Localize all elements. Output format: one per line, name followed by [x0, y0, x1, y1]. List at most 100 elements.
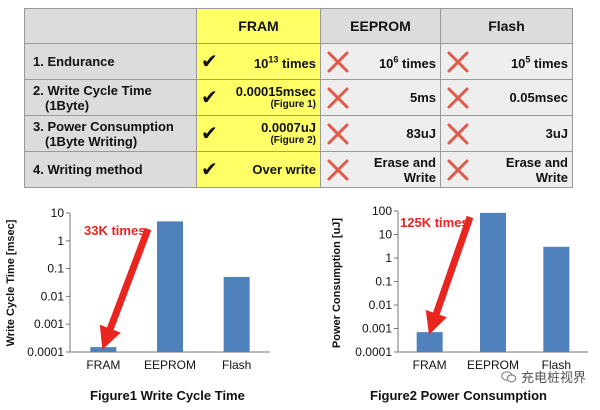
flash-value: Erase and Write: [506, 155, 568, 185]
flash-cell-content: 0.05msec: [445, 80, 568, 115]
eeprom-value: 83uJ: [406, 126, 436, 141]
bar-fram: [416, 332, 443, 352]
flash-cell-content: Erase and Write: [445, 152, 568, 187]
table-row: 2. Write Cycle Time (1Byte) ✔ 0.00015msec (F…: [24, 79, 573, 116]
y-tick-label: 0.01: [369, 298, 393, 312]
fram-cell: ✔ Over write: [196, 151, 321, 188]
x-tick-label: Flash: [222, 358, 251, 372]
comparison-table: FRAM EEPROM Flash 1. Endurance ✔ 1013 time…: [24, 8, 573, 188]
eeprom-value-text: Erase and: [373, 154, 436, 170]
table-row: 3. Power Consumption (1Byte Writing) ✔ 0.00…: [24, 115, 573, 152]
flash-value-text: 3uJ: [545, 126, 568, 141]
cross-icon: [327, 159, 349, 180]
flash-value-text: 10: [510, 55, 526, 71]
eeprom-value-text: 10: [378, 55, 394, 71]
flash-cell-content: 105 times: [445, 44, 568, 79]
flash-value: 3uJ: [546, 126, 568, 141]
y-tick-label: 0.0001: [27, 345, 64, 359]
watermark-text: 充电桩视界: [520, 370, 586, 385]
eeprom-value-main: 83uJ: [406, 126, 436, 141]
flash-value-exponent: 5: [525, 54, 531, 65]
x-tick-label: EEPROM: [144, 358, 196, 372]
chart-title: Figure1 Write Cycle Time: [90, 388, 245, 403]
y-tick-label: 0.1: [375, 275, 392, 289]
check-icon: ✔: [201, 86, 218, 109]
fram-cell: ✔ 0.00015msec (Figure 1): [196, 79, 321, 116]
fram-value-text: Over write: [252, 162, 316, 177]
bar-eeprom: [480, 212, 506, 352]
fram-value-text: 10: [253, 55, 269, 71]
fram-figure-ref: (Figure 2): [270, 135, 316, 146]
x-tick-label: EEPROM: [467, 358, 519, 372]
x-tick-label: FRAM: [86, 358, 120, 372]
flash-cell: Erase and Write: [440, 151, 573, 188]
cross-icon: [327, 123, 349, 144]
y-tick-label: 1: [57, 234, 64, 248]
header-flash: Flash: [440, 8, 573, 44]
cross-icon: [447, 51, 469, 72]
flash-value-text: 0.05msec: [509, 90, 568, 105]
x-tick-label: FRAM: [413, 358, 447, 372]
table-row: 4. Writing method ✔ Over write Erase and Wri…: [24, 151, 573, 188]
header-eeprom: EEPROM: [320, 8, 441, 44]
fram-cell-content: ✔ Over write: [201, 152, 316, 187]
y-axis-label: Power Consumption [uJ]: [331, 218, 343, 349]
fram-figure-ref: (Figure 1): [270, 99, 316, 110]
row-label: 4. Writing method: [24, 151, 197, 188]
check-icon: ✔: [201, 122, 218, 145]
y-tick-label: 0.0001: [355, 345, 392, 359]
fram-value-main: Over write: [252, 162, 316, 177]
y-tick-label: 1: [385, 251, 392, 265]
flash-value-main: Erase and: [506, 155, 568, 170]
eeprom-cell-content: 83uJ: [325, 116, 436, 151]
flash-value: 0.05msec: [509, 90, 568, 105]
annotation-arrow: [99, 227, 152, 350]
cross-icon: [447, 159, 469, 180]
eeprom-cell: Erase and Write: [320, 151, 441, 188]
eeprom-value-main: 5ms: [410, 90, 436, 105]
table-row: 1. Endurance ✔ 1013 times 106 times 105 time…: [24, 43, 573, 80]
chart-2: 100 10 1 0.1 0.01 0.001 0.0001 FRAM EEPROM Flash P…: [331, 204, 588, 403]
fram-value-text: 0.0007uJ: [261, 120, 316, 135]
cross-icon: [327, 51, 349, 72]
bar-fram: [90, 347, 117, 352]
row-label-line1: 2. Write Cycle Time: [33, 82, 152, 98]
flash-value-main: 0.05msec: [509, 90, 568, 105]
flash-value-unit: times: [530, 55, 568, 71]
eeprom-cell-content: 5ms: [325, 80, 436, 115]
y-tick-label: 10: [51, 206, 65, 220]
eeprom-value-main: 106 times: [378, 54, 436, 71]
eeprom-cell: 83uJ: [320, 115, 441, 152]
row-label: 3. Power Consumption (1Byte Writing): [24, 115, 197, 152]
chart-title: Figure2 Power Consumption: [370, 388, 547, 403]
flash-cell: 0.05msec: [440, 79, 573, 116]
wechat-icon: [501, 370, 517, 382]
header-corner: [24, 8, 197, 44]
flash-cell-content: 3uJ: [445, 116, 568, 151]
eeprom-cell: 106 times: [320, 43, 441, 80]
y-tick-label: 100: [372, 204, 392, 218]
fram-value-main: 0.0007uJ: [261, 120, 316, 135]
y-tick-label: 0.1: [47, 262, 64, 276]
flash-value-main: 105 times: [510, 54, 568, 71]
x-tick-label: Flash: [542, 358, 571, 372]
cross-icon: [447, 123, 469, 144]
eeprom-cell-content: Erase and Write: [325, 152, 436, 187]
flash-value-line2: Write: [535, 169, 568, 185]
fram-value: 0.00015msec (Figure 1): [236, 84, 316, 111]
fram-value-unit: times: [278, 55, 316, 71]
y-tick-label: 10: [379, 228, 393, 242]
flash-value: 105 times: [511, 52, 568, 70]
fram-cell: ✔ 0.0007uJ (Figure 2): [196, 115, 321, 152]
annotation-label: 33K times: [84, 223, 145, 238]
row-label-line1: 1. Endurance: [33, 54, 115, 69]
eeprom-value-line2: Write: [403, 169, 436, 185]
fram-value: Over write: [252, 162, 316, 177]
eeprom-value-main: Erase and: [374, 155, 436, 170]
chart-1: 10 1 0.1 0.01 0.001 0.0001 FRAM EEPROM Flash Writ…: [5, 206, 270, 403]
eeprom-cell-content: 106 times: [325, 44, 436, 79]
bar-flash: [543, 246, 570, 352]
eeprom-value-text: 83uJ: [406, 126, 436, 141]
fram-value-text: 0.00015msec: [235, 84, 316, 99]
